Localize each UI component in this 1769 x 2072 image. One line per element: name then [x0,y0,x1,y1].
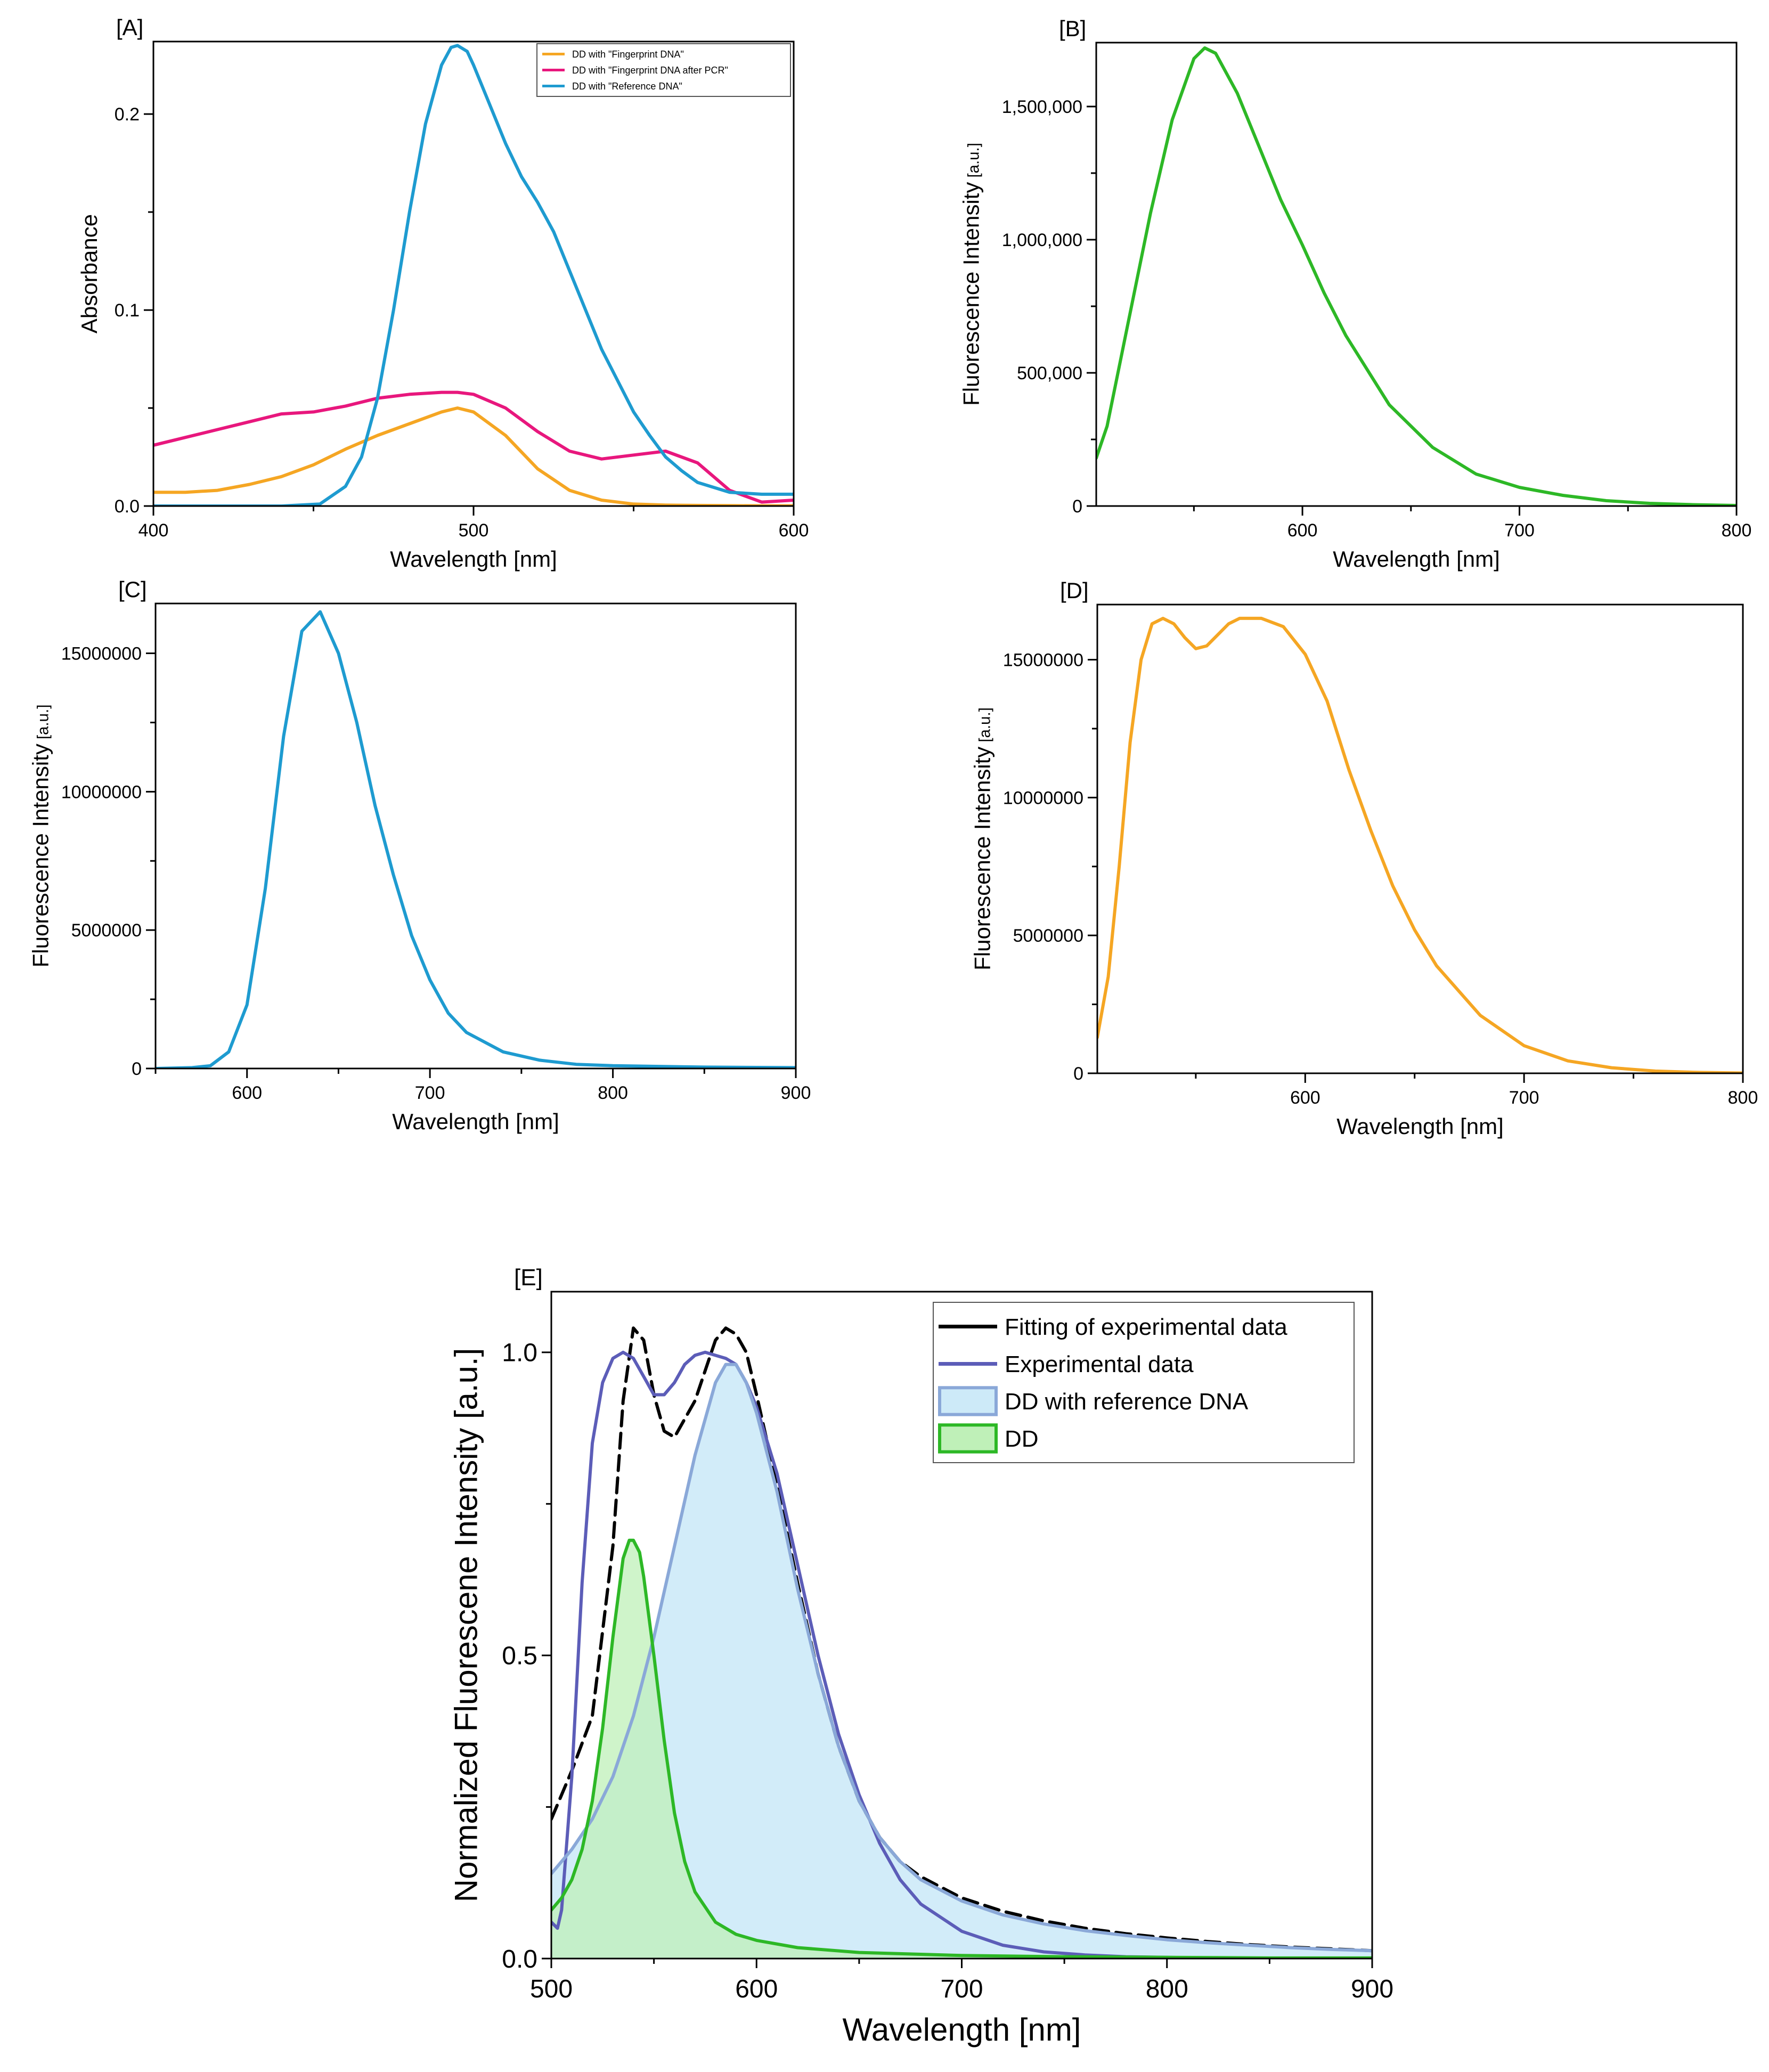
x-axis-title: Wavelength [nm] [843,2012,1081,2047]
y-axis-title: Fluorescence Intensity [a.u.] [959,143,984,406]
x-tick-label: 800 [1722,520,1752,541]
y-tick-label: 5000000 [1013,926,1083,946]
legend-label: Experimental data [1005,1351,1194,1377]
panel-label: [A] [116,15,143,40]
series-area-2 [551,1364,1372,1959]
series-line-0 [1096,46,1737,506]
x-tick-label: 800 [1728,1088,1758,1108]
y-tick-label: 15000000 [1003,650,1083,670]
x-axis-title: Wavelength [nm] [1333,546,1500,572]
x-tick-label: 600 [1287,520,1318,541]
legend-label: DD with "Fingerprint DNA" [572,49,684,60]
x-axis-title: Wavelength [nm] [390,546,557,572]
y-tick-label: 0.2 [115,104,140,125]
legend: DD with "Fingerprint DNA" DD with "Finger… [536,43,791,97]
y-tick-label: 0.0 [502,1945,537,1973]
plot-frame [1096,603,1744,1074]
x-tick-label: 700 [1509,1088,1539,1108]
y-tick-label: 0 [132,1059,142,1079]
legend-label: Fitting of experimental data [1005,1314,1287,1340]
y-axis-title: Fluorescence Intensity [a.u.] [28,705,53,968]
legend-swatch [938,1423,998,1454]
y-tick-label: 0 [1072,496,1082,517]
y-tick-label: 0.5 [502,1642,537,1670]
legend: Fitting of experimental data Experimental… [933,1302,1355,1463]
y-tick-label: 15000000 [61,643,142,664]
panel-a: 400 500 600 0.0 0.1 0.2 Wavelength [nm] Absorba… [77,15,809,572]
y-tick-label: 0 [1073,1064,1083,1084]
legend-label: DD [1005,1426,1039,1452]
y-axis-title: Absorbance [77,214,102,333]
panel-d: 600 700 800 0 5000000 10000000 15000000 Wavelen… [970,578,1758,1139]
series-line-3 [551,1538,1372,1959]
panel-c: 600 700 800 900 0 5000000 10000000 15000000 Wave… [28,577,811,1134]
x-tick-label: 600 [779,520,809,541]
panel-label: [D] [1060,578,1089,603]
y-tick-label: 1.0 [502,1339,537,1367]
series-area-3 [551,1540,1372,1959]
panel-label: [E] [514,1265,543,1291]
y-tick-label: 10000000 [61,782,142,802]
x-tick-label: 700 [1504,520,1535,541]
x-tick-label: 500 [459,520,489,541]
x-axis-title: Wavelength [nm] [392,1109,559,1134]
plot-frame [1095,42,1738,507]
x-tick-label: 800 [598,1083,628,1103]
y-tick-label: 0.1 [115,300,140,321]
x-tick-label: 700 [415,1083,445,1103]
y-axis-title: Normalized Fluorescene Intensity [a.u.] [448,1348,484,1902]
series-line-0 [156,610,796,1068]
x-tick-label: 500 [530,1975,573,2003]
legend-box [933,1302,1355,1463]
x-tick-label: 600 [232,1083,262,1103]
panel-label: [B] [1059,16,1086,41]
y-tick-label: 1,000,000 [1002,230,1082,250]
x-tick-label: 900 [781,1083,811,1103]
y-axis-unit: [a.u.] [35,705,52,744]
y-tick-label: 1,500,000 [1002,97,1082,117]
panel-b: 600 700 800 0 500,000 1,000,000 1,500,000 Wavel… [959,16,1752,572]
x-tick-label: 600 [1290,1088,1320,1108]
y-tick-label: 10000000 [1003,788,1083,808]
x-tick-label: 600 [735,1975,778,2003]
x-tick-label: 400 [138,520,169,541]
x-tick-label: 900 [1351,1975,1393,2003]
series-line-2 [551,1363,1372,1953]
plot-frame [152,40,795,507]
plot-frame [154,602,797,1070]
y-axis-unit: [a.u.] [965,143,983,182]
series-line-0 [1097,616,1743,1073]
series-line-2 [153,44,794,506]
y-tick-label: 500,000 [1017,363,1082,384]
legend-label: DD with "Reference DNA" [572,81,682,92]
y-tick-label: 5000000 [71,920,142,941]
x-tick-label: 700 [940,1975,983,2003]
y-tick-label: 0.0 [115,496,140,517]
x-axis-title: Wavelength [nm] [1336,1114,1504,1139]
x-tick-label: 800 [1146,1975,1188,2003]
panel-label: [C] [118,577,147,602]
legend-box [536,43,791,97]
legend-label: DD with reference DNA [1005,1389,1249,1415]
y-axis-unit: [a.u.] [976,707,994,747]
panel-e: 500 600 700 800 900 0.0 0.5 1.0 Wavelength [nm] N… [448,1265,1393,2047]
legend-label: DD with "Fingerprint DNA after PCR" [572,65,728,76]
series-line-1 [153,390,794,504]
y-axis-title: Fluorescence Intensity [a.u.] [970,707,995,970]
legend-swatch [938,1386,998,1416]
